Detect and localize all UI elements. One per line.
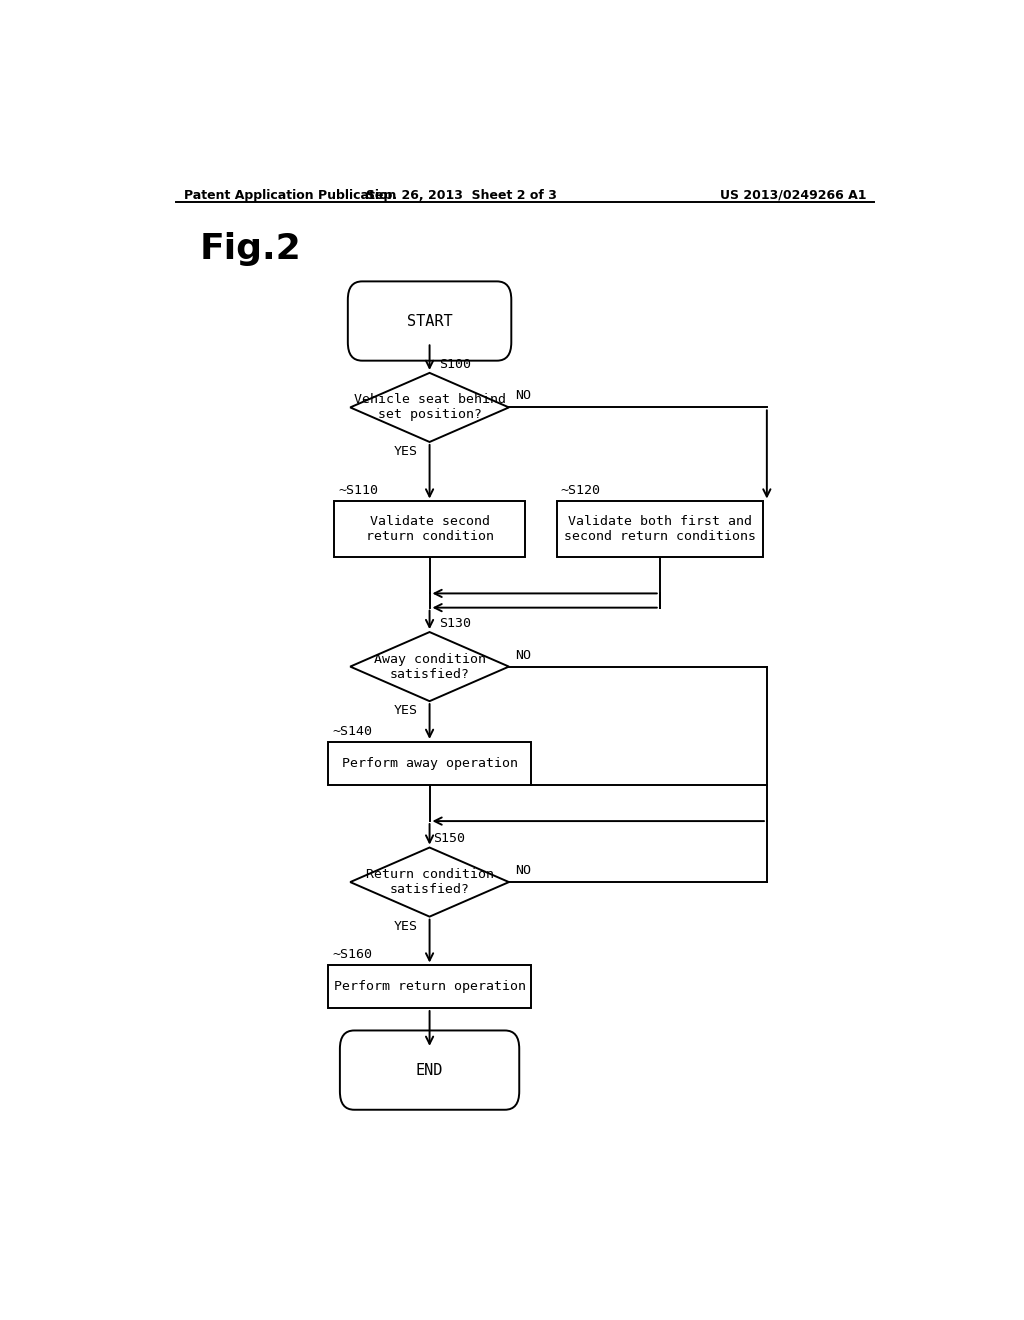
Text: Fig.2: Fig.2 [200,231,301,265]
Text: ~S110: ~S110 [338,484,378,498]
Text: Sep. 26, 2013  Sheet 2 of 3: Sep. 26, 2013 Sheet 2 of 3 [366,189,557,202]
Polygon shape [350,372,509,442]
Text: ~S120: ~S120 [560,484,600,498]
Text: S100: S100 [439,358,471,371]
Text: NO: NO [515,389,531,403]
Bar [329,742,530,784]
Text: Vehicle seat behind
set position?: Vehicle seat behind set position? [353,393,506,421]
FancyBboxPatch shape [348,281,511,360]
Polygon shape [350,632,509,701]
Text: NO: NO [515,865,531,876]
Bar [557,502,763,557]
Text: ~S160: ~S160 [333,948,373,961]
Text: Away condition
satisfied?: Away condition satisfied? [374,652,485,681]
Text: Perform away operation: Perform away operation [342,756,517,770]
Text: YES: YES [393,920,418,933]
Text: NO: NO [515,648,531,661]
Bar [334,502,524,557]
Text: END: END [416,1063,443,1077]
Text: Patent Application Publication: Patent Application Publication [183,189,396,202]
Bar [329,965,530,1008]
Text: Validate both first and
second return conditions: Validate both first and second return co… [564,515,756,544]
Text: ~S140: ~S140 [333,725,373,738]
FancyBboxPatch shape [340,1031,519,1110]
Text: Return condition
satisfied?: Return condition satisfied? [366,869,494,896]
Text: S130: S130 [439,616,471,630]
Text: YES: YES [393,445,418,458]
Polygon shape [350,847,509,916]
Text: US 2013/0249266 A1: US 2013/0249266 A1 [720,189,866,202]
Text: YES: YES [393,704,418,717]
Text: START: START [407,314,453,329]
Text: S150: S150 [433,833,466,846]
Text: Validate second
return condition: Validate second return condition [366,515,494,544]
Text: Perform return operation: Perform return operation [334,981,525,993]
